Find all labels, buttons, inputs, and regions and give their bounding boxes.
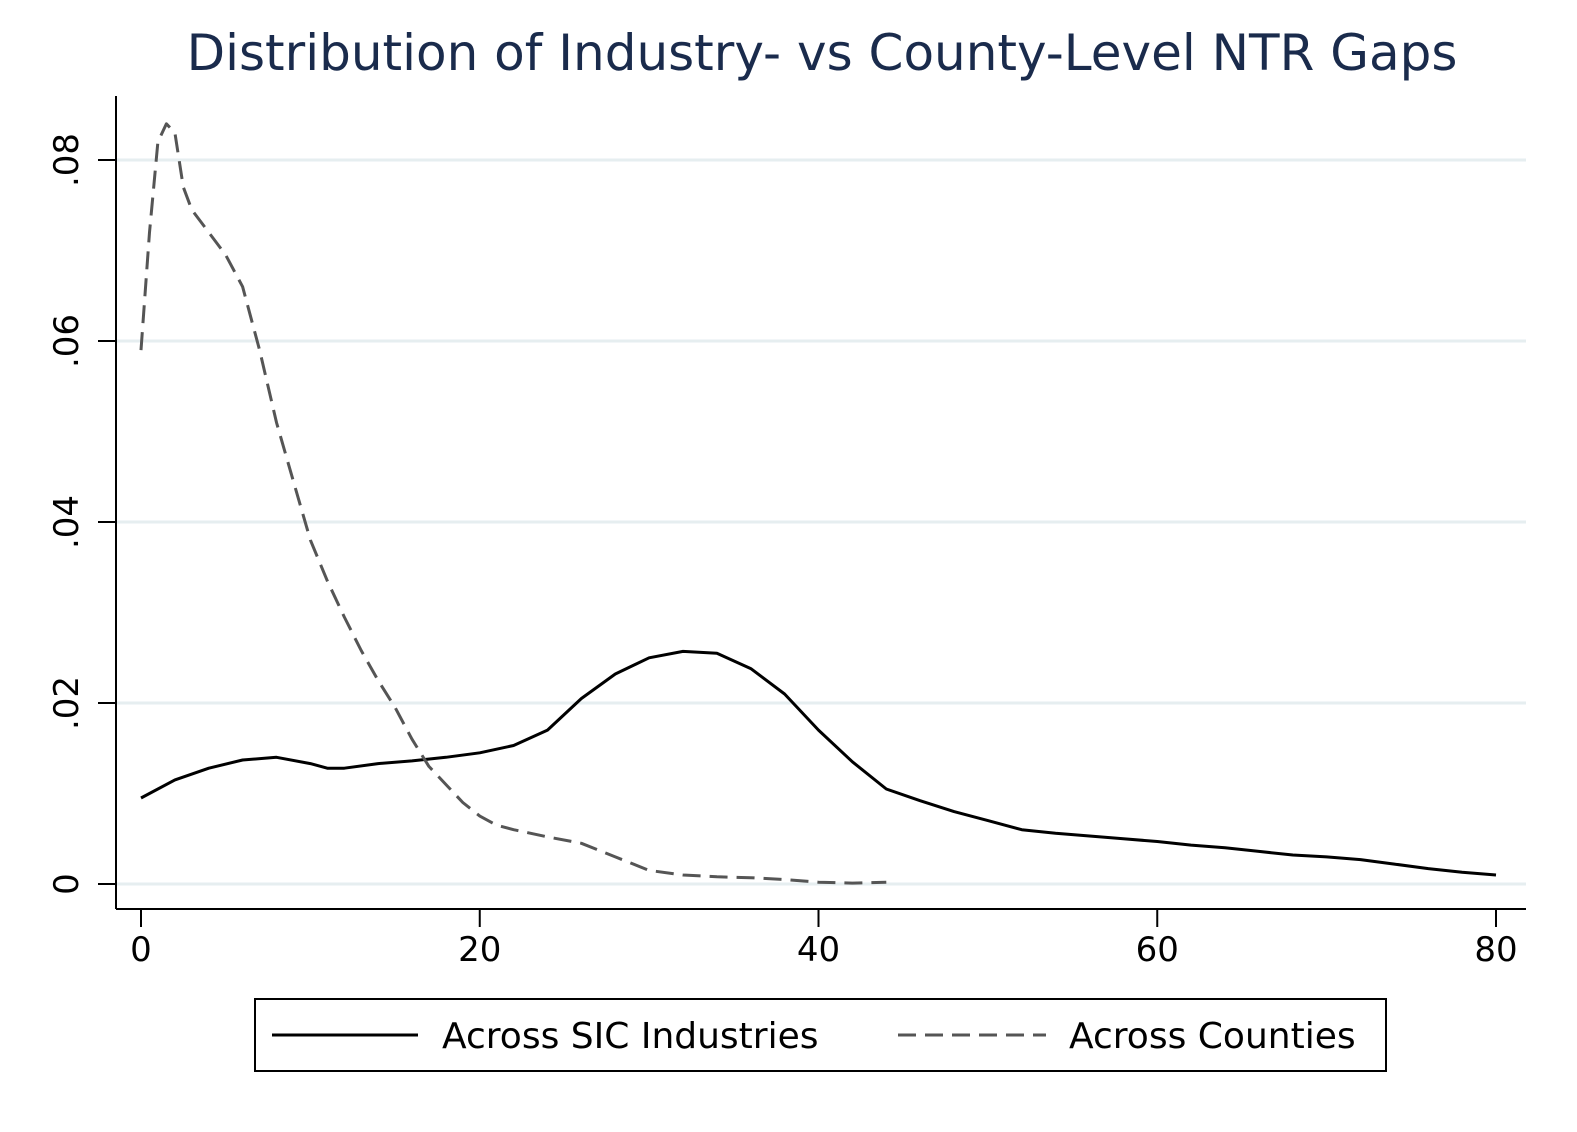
series-lines xyxy=(139,122,1497,885)
y-tick-label-4: .08 xyxy=(47,133,87,187)
x-tick-label-1: 20 xyxy=(458,930,501,970)
legend-label-1: Across Counties xyxy=(1069,1016,1356,1057)
y-tick-label-1: .02 xyxy=(47,676,87,730)
x-tick-label-3: 60 xyxy=(1136,930,1179,970)
series-line-1 xyxy=(139,122,887,885)
grid-lines xyxy=(117,158,1526,886)
axes: 0 20 40 60 80 0 .02 .04 .06 .08 xyxy=(47,96,1526,970)
legend-label-0: Across SIC Industries xyxy=(442,1016,819,1057)
y-tick-label-0: 0 xyxy=(47,873,87,895)
x-tick-label-4: 80 xyxy=(1474,930,1517,970)
series-line-0 xyxy=(140,649,1497,877)
x-tick-label-0: 0 xyxy=(130,930,152,970)
x-tick-label-2: 40 xyxy=(797,930,840,970)
legend-box xyxy=(254,998,1387,1072)
legend: Across SIC Industries Across Counties xyxy=(254,998,1387,1072)
y-tick-label-3: .06 xyxy=(47,314,87,368)
y-tick-label-2: .04 xyxy=(47,495,87,549)
chart-title: Distribution of Industry- vs County-Leve… xyxy=(187,24,1458,82)
